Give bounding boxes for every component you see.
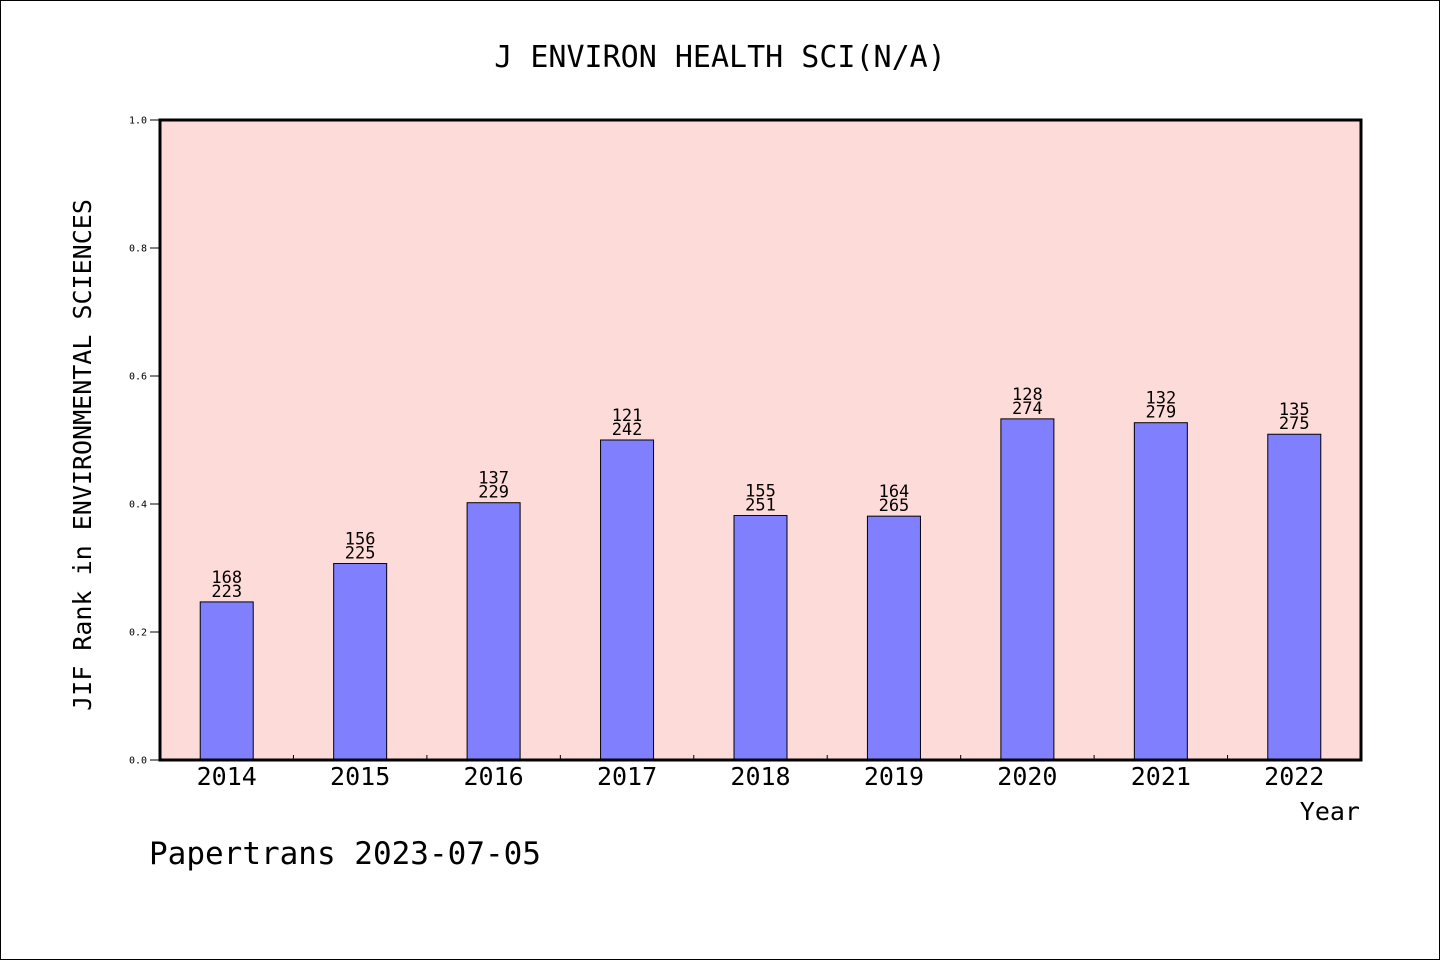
- y-tick-label: 0.6: [129, 372, 147, 383]
- bar-2016: [466, 502, 521, 761]
- bar-2020: [1000, 418, 1055, 761]
- bar-total-label: 274: [1012, 399, 1043, 419]
- bar-total-label: 225: [345, 544, 376, 564]
- bar-rank-label: 121: [612, 406, 643, 426]
- bar-2017: [600, 439, 655, 761]
- bar-labels-layer: 1682231562251372291212421552511642651282…: [211, 385, 1309, 602]
- bar-2018: [733, 515, 788, 761]
- bar-total-label: 251: [745, 496, 776, 516]
- bar-rank-label: 168: [211, 568, 242, 588]
- chart-title: J ENVIRON HEALTH SCI(N/A): [494, 40, 946, 75]
- bar-total-label: 223: [211, 582, 242, 602]
- bar-2014: [199, 601, 254, 761]
- y-tick-label: 0.2: [129, 628, 147, 639]
- y-tick-label: 0.4: [129, 500, 147, 511]
- bar-rank-label: 135: [1279, 400, 1310, 420]
- x-tick-label: 2019: [864, 762, 924, 791]
- bar-rank-label: 156: [345, 530, 376, 550]
- y-tick-label: 1.0: [129, 116, 147, 127]
- plot-border: [158, 118, 1363, 762]
- x-axis-label: Year: [1300, 797, 1360, 826]
- bar-total-label: 242: [612, 420, 643, 440]
- x-axis: 2014 2015 2016 2017 2018 2019 2020 2021 2022: [197, 755, 1324, 791]
- bar-2021: [1133, 422, 1188, 761]
- x-tick-label: 2014: [197, 762, 257, 791]
- y-tick-label: 0.8: [129, 244, 147, 255]
- x-tick-label: 2020: [997, 762, 1057, 791]
- footer-credit: Papertrans 2023-07-05: [149, 836, 541, 872]
- y-tick-label: 0.0: [129, 756, 147, 767]
- x-tick-label: 2021: [1131, 762, 1191, 791]
- bar-rank-label: 137: [478, 469, 509, 489]
- bar-2019: [866, 515, 921, 761]
- bar-total-label: 229: [478, 483, 509, 503]
- bar-rank-label: 155: [745, 482, 776, 502]
- bar-total-label: 275: [1279, 414, 1310, 434]
- bar-total-label: 279: [1145, 403, 1176, 423]
- bar-2015: [333, 563, 388, 761]
- y-axis: 0.0 0.2 0.4 0.6 0.8 1.0: [129, 116, 160, 767]
- y-axis-label: JIF Rank in ENVIRONMENTAL SCIENCES: [68, 199, 97, 711]
- bars-layer: [199, 418, 1322, 761]
- x-tick-label: 2022: [1264, 762, 1324, 791]
- bar-total-label: 265: [879, 496, 910, 516]
- bar-2022: [1267, 433, 1322, 761]
- x-tick-label: 2015: [330, 762, 390, 791]
- bar-rank-label: 164: [879, 482, 910, 502]
- bar-rank-label: 132: [1145, 389, 1176, 409]
- x-tick-label: 2016: [464, 762, 524, 791]
- bar-rank-label: 128: [1012, 385, 1043, 405]
- x-tick-label: 2018: [730, 762, 790, 791]
- x-tick-label: 2017: [597, 762, 657, 791]
